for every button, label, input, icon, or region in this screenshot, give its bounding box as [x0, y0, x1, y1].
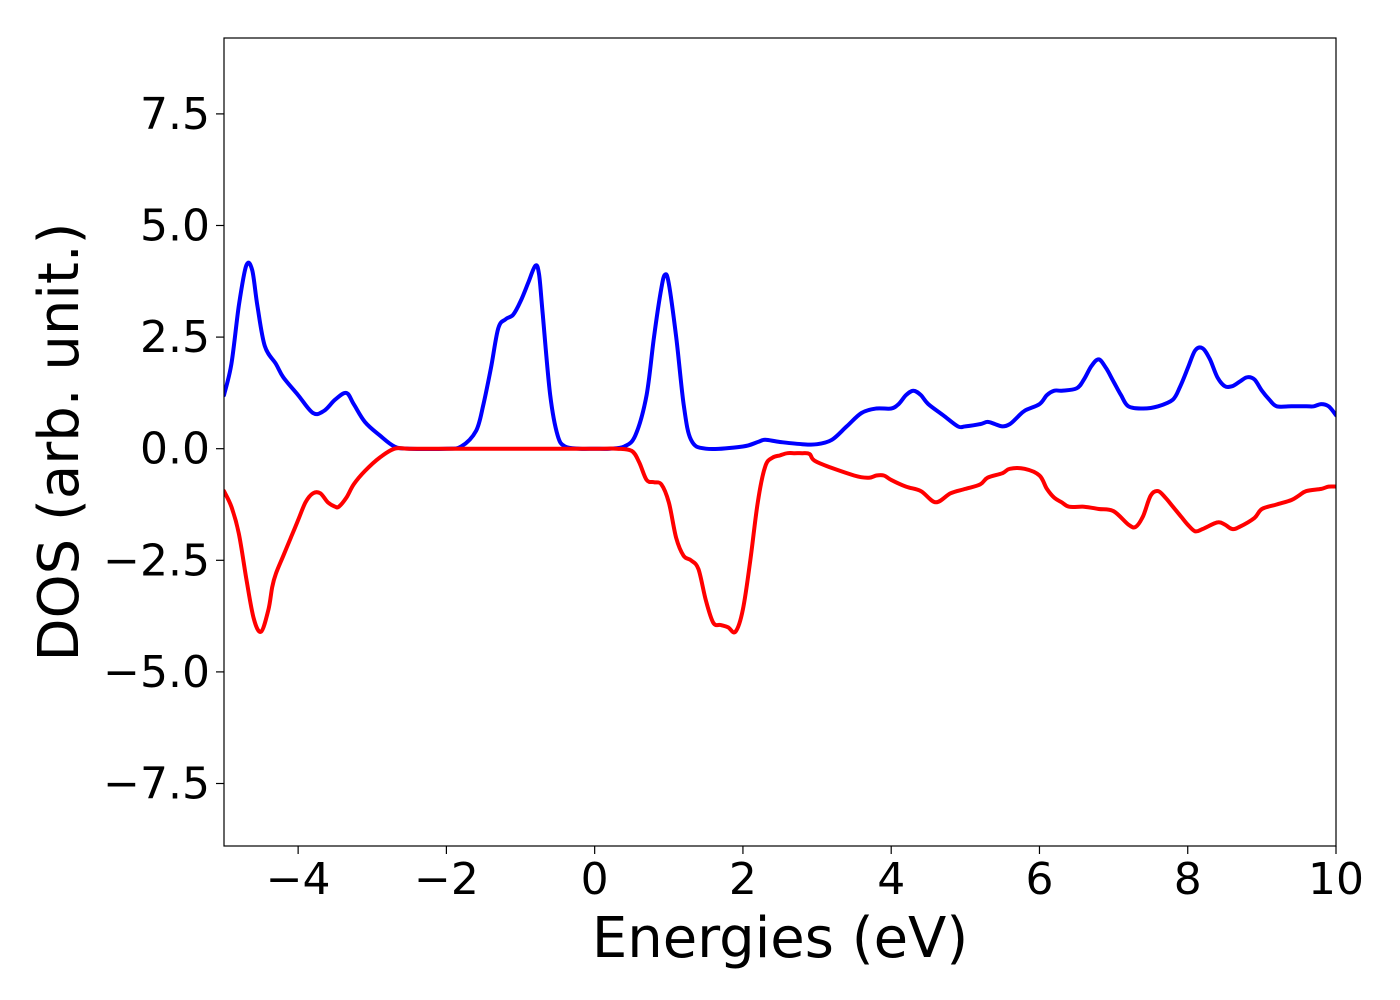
y-tick-label: 5.0: [140, 200, 210, 251]
y-tick-label: −7.5: [103, 759, 210, 810]
y-tick-label: −5.0: [103, 647, 210, 698]
dos-line-red: [224, 446, 1336, 635]
x-tick-label: 10: [1308, 854, 1364, 905]
plot-frame: [223, 37, 1337, 847]
ticks-layer: −4 −2 0 2 4 6 8 10 −7.5 −5.0 −2.5 0.0 2.5 5.0 7.5: [103, 89, 1364, 905]
x-tick-label: 6: [1025, 854, 1053, 905]
x-tick-label: −4: [266, 854, 331, 905]
series-layer: [224, 260, 1336, 635]
x-tick-label: 4: [877, 854, 905, 905]
y-tick-label: 2.5: [140, 312, 210, 363]
x-axis-title: Energies (eV): [592, 906, 968, 971]
dos-line-blue: [224, 260, 1336, 451]
x-tick-label: 8: [1174, 854, 1202, 905]
x-tick-label: −2: [414, 854, 479, 905]
y-tick-label: 7.5: [140, 89, 210, 140]
x-tick-label: 0: [581, 854, 609, 905]
x-tick-label: 2: [729, 854, 757, 905]
y-tick-label: 0.0: [140, 424, 210, 475]
y-tick-label: −2.5: [103, 535, 210, 586]
y-axis-title: DOS (arb. unit.): [27, 222, 92, 661]
